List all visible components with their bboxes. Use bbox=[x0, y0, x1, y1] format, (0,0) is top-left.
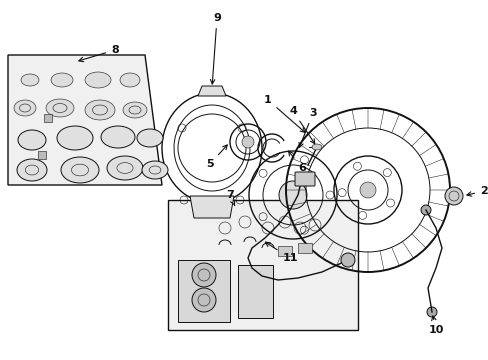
Text: 11: 11 bbox=[265, 242, 297, 263]
Ellipse shape bbox=[85, 72, 111, 88]
Polygon shape bbox=[178, 260, 229, 322]
Text: 3: 3 bbox=[299, 108, 316, 147]
Bar bbox=[297, 243, 311, 253]
Circle shape bbox=[340, 253, 354, 267]
Polygon shape bbox=[198, 86, 225, 96]
Ellipse shape bbox=[61, 157, 99, 183]
Circle shape bbox=[279, 181, 306, 209]
Ellipse shape bbox=[46, 99, 74, 117]
FancyBboxPatch shape bbox=[294, 172, 314, 186]
Ellipse shape bbox=[17, 159, 47, 181]
Text: 10: 10 bbox=[427, 316, 443, 335]
Text: 1: 1 bbox=[264, 95, 305, 132]
Text: 8: 8 bbox=[79, 45, 119, 62]
Ellipse shape bbox=[18, 130, 46, 150]
Bar bbox=[38, 151, 46, 159]
Bar bbox=[168, 200, 357, 330]
Circle shape bbox=[192, 288, 216, 312]
Ellipse shape bbox=[14, 100, 36, 116]
Ellipse shape bbox=[120, 73, 140, 87]
Circle shape bbox=[242, 136, 253, 148]
Polygon shape bbox=[238, 265, 272, 318]
Ellipse shape bbox=[57, 126, 93, 150]
Text: 5: 5 bbox=[206, 145, 227, 169]
Polygon shape bbox=[8, 55, 162, 185]
Text: 2: 2 bbox=[466, 186, 487, 196]
Polygon shape bbox=[190, 196, 234, 218]
Ellipse shape bbox=[137, 129, 163, 147]
Ellipse shape bbox=[21, 74, 39, 86]
Ellipse shape bbox=[142, 161, 168, 179]
Ellipse shape bbox=[85, 100, 115, 120]
Circle shape bbox=[444, 187, 462, 205]
Ellipse shape bbox=[101, 126, 135, 148]
Ellipse shape bbox=[107, 156, 142, 180]
Text: 6: 6 bbox=[288, 151, 305, 173]
Text: 9: 9 bbox=[210, 13, 221, 84]
Text: 7: 7 bbox=[225, 190, 234, 206]
Circle shape bbox=[359, 182, 375, 198]
Ellipse shape bbox=[51, 73, 73, 87]
Circle shape bbox=[426, 307, 436, 317]
Ellipse shape bbox=[123, 102, 147, 118]
Bar bbox=[44, 114, 52, 122]
Bar bbox=[278, 246, 291, 256]
Ellipse shape bbox=[311, 144, 321, 150]
Text: 4: 4 bbox=[288, 106, 314, 144]
Circle shape bbox=[420, 205, 430, 215]
Circle shape bbox=[192, 263, 216, 287]
